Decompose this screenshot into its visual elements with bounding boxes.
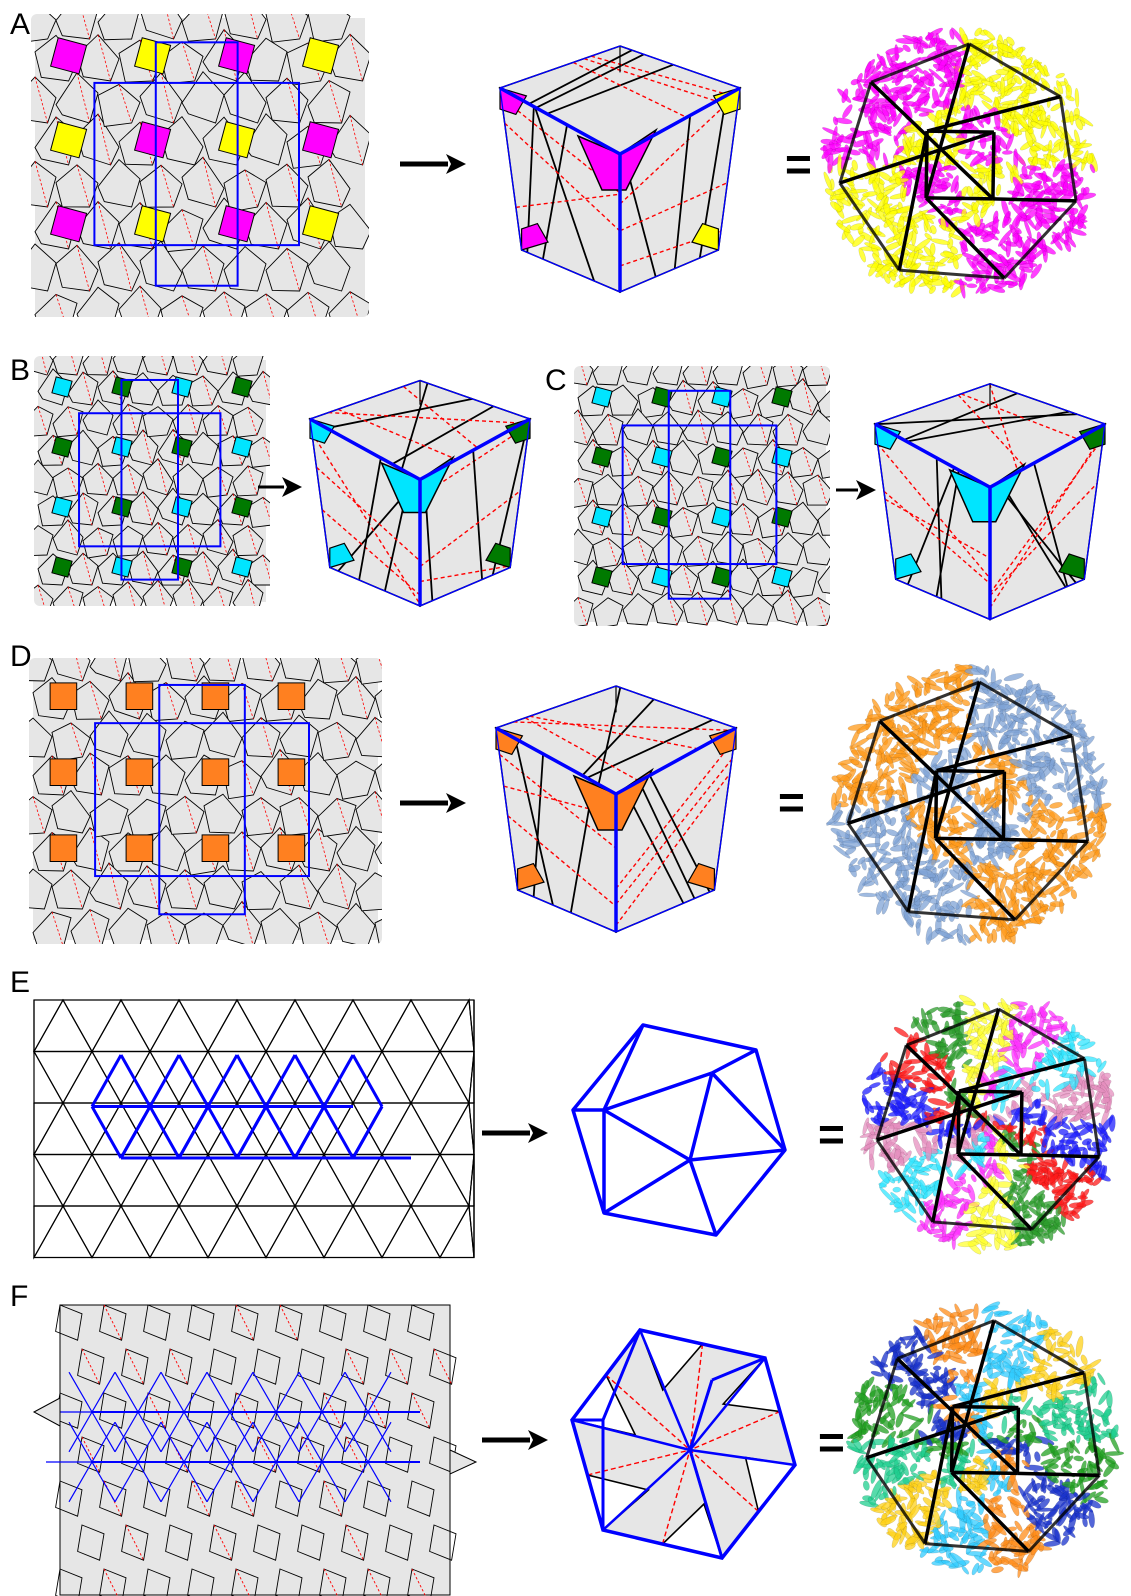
panel-a: A = bbox=[10, 8, 1098, 317]
panel-a-equals-sign: = bbox=[785, 138, 812, 190]
panel-e-triangle-lattice bbox=[32, 998, 475, 1260]
panel-c: C bbox=[545, 364, 1107, 626]
panel-f-tiling bbox=[32, 1304, 478, 1596]
panel-a-tiling bbox=[31, 14, 369, 317]
panel-d: D = bbox=[10, 640, 1112, 946]
panel-e-equals-sign: = bbox=[818, 1108, 845, 1160]
panel-d-cube bbox=[494, 685, 738, 934]
panel-a-cube bbox=[498, 45, 742, 294]
panel-d-tiling bbox=[29, 658, 382, 944]
panel-e-icosahedron bbox=[571, 1023, 787, 1237]
panel-b-cube bbox=[308, 379, 532, 608]
panel-f-equals-sign: = bbox=[818, 1416, 845, 1468]
panel-a-protein-cage bbox=[820, 27, 1098, 299]
panel-e-protein-cage bbox=[859, 994, 1116, 1255]
panel-e: E = bbox=[10, 966, 1116, 1260]
panel-d-equals-sign: = bbox=[778, 776, 805, 828]
panel-f-icosahedron bbox=[570, 1328, 797, 1560]
panel-b-tiling bbox=[34, 356, 270, 606]
panel-label-d: D bbox=[10, 640, 32, 673]
panel-d-protein-cage bbox=[826, 663, 1112, 946]
panel-label-c: C bbox=[545, 364, 567, 397]
panel-f: F = bbox=[10, 1280, 1125, 1596]
panel-label-b: B bbox=[10, 354, 30, 387]
panel-label-f: F bbox=[10, 1280, 28, 1313]
panel-c-tiling bbox=[574, 366, 830, 626]
panel-c-cube bbox=[873, 382, 1107, 621]
panel-label-a: A bbox=[10, 8, 30, 41]
panel-b: B bbox=[10, 354, 532, 608]
panel-f-protein-cage bbox=[846, 1301, 1125, 1579]
panel-label-e: E bbox=[10, 966, 30, 999]
